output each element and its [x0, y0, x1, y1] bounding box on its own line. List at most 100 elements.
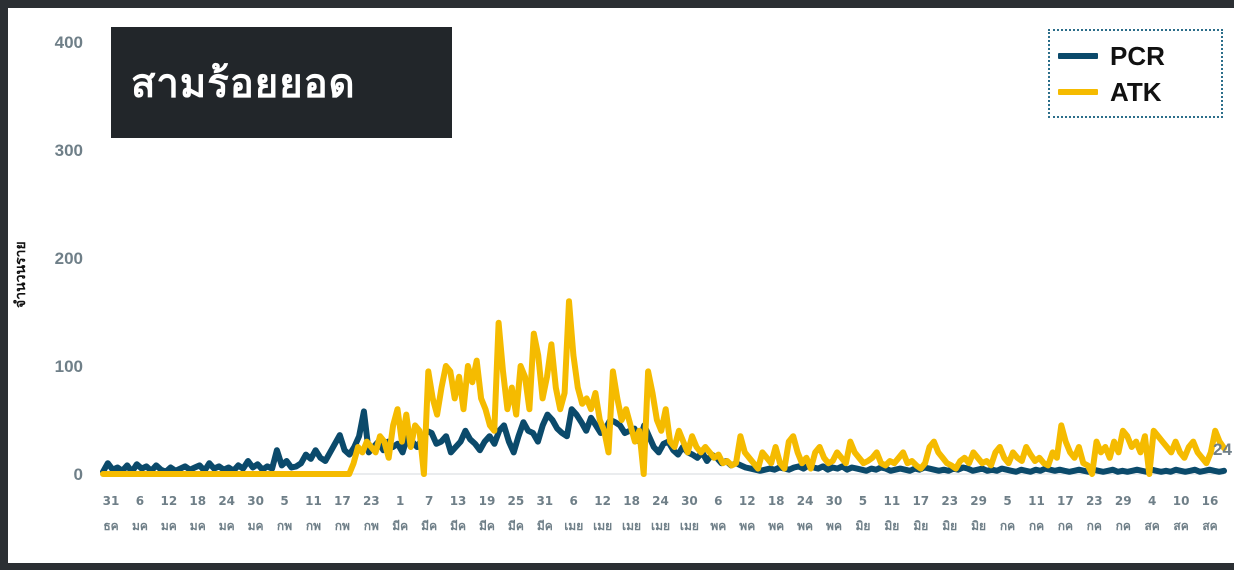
x-tick-day: 30 — [681, 494, 698, 508]
x-tick-day: 11 — [305, 494, 322, 508]
x-tick-month: มค — [161, 519, 177, 533]
x-tick-day: 17 — [1057, 494, 1074, 508]
x-tick-month: สค — [1173, 519, 1188, 533]
x-axis-ticks: 31 ธค 6 มค 12 มค 18 มค 24 มค 30 มค 5 กพ 11 กพ 17 กพ 23 กพ 1 ม… — [103, 494, 1219, 533]
x-tick-day: 23 — [941, 494, 958, 508]
x-tick-month: มีค — [508, 519, 524, 533]
x-tick-day: 13 — [450, 494, 467, 508]
x-tick-day: 12 — [739, 494, 756, 508]
x-tick-day: 29 — [970, 494, 987, 508]
y-tick-label: 100 — [55, 357, 83, 376]
x-tick-month: พค — [797, 519, 813, 533]
x-tick-day: 7 — [425, 494, 433, 508]
x-tick-month: กพ — [277, 519, 292, 533]
legend-label-atk: ATK — [1110, 76, 1162, 107]
x-tick-day: 16 — [1202, 494, 1219, 508]
x-tick-day: 17 — [912, 494, 929, 508]
x-tick-day: 24 — [218, 494, 235, 508]
x-tick-day: 18 — [623, 494, 640, 508]
x-tick-month: มีค — [537, 519, 553, 533]
legend-swatch-atk — [1058, 89, 1098, 95]
series-line-atk — [100, 298, 1227, 477]
x-tick-month: มค — [132, 519, 148, 533]
x-tick-month: สค — [1202, 519, 1217, 533]
x-tick-month: มค — [219, 519, 235, 533]
x-tick-month: มีค — [479, 519, 495, 533]
end-value-label: 24 — [1213, 440, 1232, 459]
x-tick-month: มีค — [421, 519, 437, 533]
x-tick-month: สค — [1144, 519, 1159, 533]
x-tick-day: 5 — [280, 494, 288, 508]
x-tick-month: ธค — [103, 519, 118, 533]
x-tick-day: 10 — [1173, 494, 1190, 508]
x-tick-month: มค — [190, 519, 206, 533]
line-chart: 0 100 200 300 400 31 ธค 6 มค 12 มค 18 มค 24 มค 30 มค 5 กพ… — [55, 33, 1227, 533]
x-tick-month: พค — [710, 519, 726, 533]
x-tick-day: 6 — [136, 494, 144, 508]
x-tick-month: พค — [739, 519, 755, 533]
y-tick-label: 400 — [55, 33, 83, 52]
series-lines — [100, 298, 1227, 477]
title-box: สามร้อยยอด — [111, 27, 452, 138]
legend-swatch-pcr — [1058, 53, 1098, 59]
x-tick-month: มีค — [450, 519, 466, 533]
y-tick-label: 200 — [55, 249, 83, 268]
x-tick-month: เมย — [622, 519, 641, 533]
x-tick-day: 5 — [859, 494, 867, 508]
x-tick-month: กค — [1087, 519, 1102, 533]
y-axis-ticks: 0 100 200 300 400 — [55, 33, 83, 484]
x-tick-month: พค — [768, 519, 784, 533]
series-line-pcr — [100, 406, 1227, 475]
x-tick-month: กค — [1029, 519, 1044, 533]
y-axis-label: จำนวนราย — [13, 241, 29, 308]
x-tick-day: 19 — [479, 494, 496, 508]
x-tick-month: กค — [1000, 519, 1015, 533]
x-tick-day: 30 — [826, 494, 843, 508]
x-tick-day: 18 — [189, 494, 206, 508]
x-tick-day: 18 — [768, 494, 785, 508]
x-tick-month: มิย — [884, 519, 899, 533]
x-tick-month: มีค — [392, 519, 408, 533]
x-tick-day: 11 — [1028, 494, 1045, 508]
x-tick-day: 6 — [714, 494, 722, 508]
x-tick-month: พค — [826, 519, 842, 533]
x-tick-month: มิย — [971, 519, 986, 533]
x-tick-day: 17 — [334, 494, 351, 508]
legend-label-pcr: PCR — [1110, 40, 1165, 71]
x-tick-day: 30 — [247, 494, 264, 508]
x-tick-day: 24 — [797, 494, 814, 508]
y-tick-label: 0 — [74, 465, 83, 484]
x-tick-day: 12 — [594, 494, 611, 508]
x-tick-month: กค — [1058, 519, 1073, 533]
legend: PCR ATK — [1048, 29, 1223, 118]
x-tick-month: เมย — [564, 519, 583, 533]
x-tick-day: 4 — [1148, 494, 1156, 508]
x-tick-day: 1 — [396, 494, 404, 508]
x-tick-month: มิย — [855, 519, 870, 533]
x-tick-month: กพ — [306, 519, 321, 533]
legend-item-pcr: PCR — [1058, 41, 1165, 71]
x-tick-month: เมย — [593, 519, 612, 533]
x-tick-day: 31 — [536, 494, 553, 508]
x-tick-day: 31 — [103, 494, 120, 508]
x-tick-day: 29 — [1115, 494, 1132, 508]
x-tick-day: 5 — [1003, 494, 1011, 508]
y-tick-label: 300 — [55, 141, 83, 160]
x-tick-month: กพ — [364, 519, 379, 533]
chart-frame: 0 100 200 300 400 31 ธค 6 มค 12 มค 18 มค 24 มค 30 มค 5 กพ… — [8, 8, 1234, 563]
chart-title: สามร้อยยอด — [131, 60, 356, 107]
x-tick-month: มิย — [942, 519, 957, 533]
x-tick-month: มค — [248, 519, 264, 533]
x-tick-day: 23 — [1086, 494, 1103, 508]
x-tick-month: กค — [1116, 519, 1131, 533]
x-tick-day: 25 — [508, 494, 525, 508]
x-tick-day: 11 — [884, 494, 901, 508]
legend-item-atk: ATK — [1058, 77, 1162, 107]
x-tick-day: 12 — [160, 494, 177, 508]
x-tick-day: 24 — [652, 494, 669, 508]
x-tick-month: กพ — [335, 519, 350, 533]
x-tick-day: 6 — [570, 494, 578, 508]
x-tick-month: เมย — [651, 519, 670, 533]
x-tick-month: เมย — [680, 519, 699, 533]
x-tick-day: 23 — [363, 494, 380, 508]
